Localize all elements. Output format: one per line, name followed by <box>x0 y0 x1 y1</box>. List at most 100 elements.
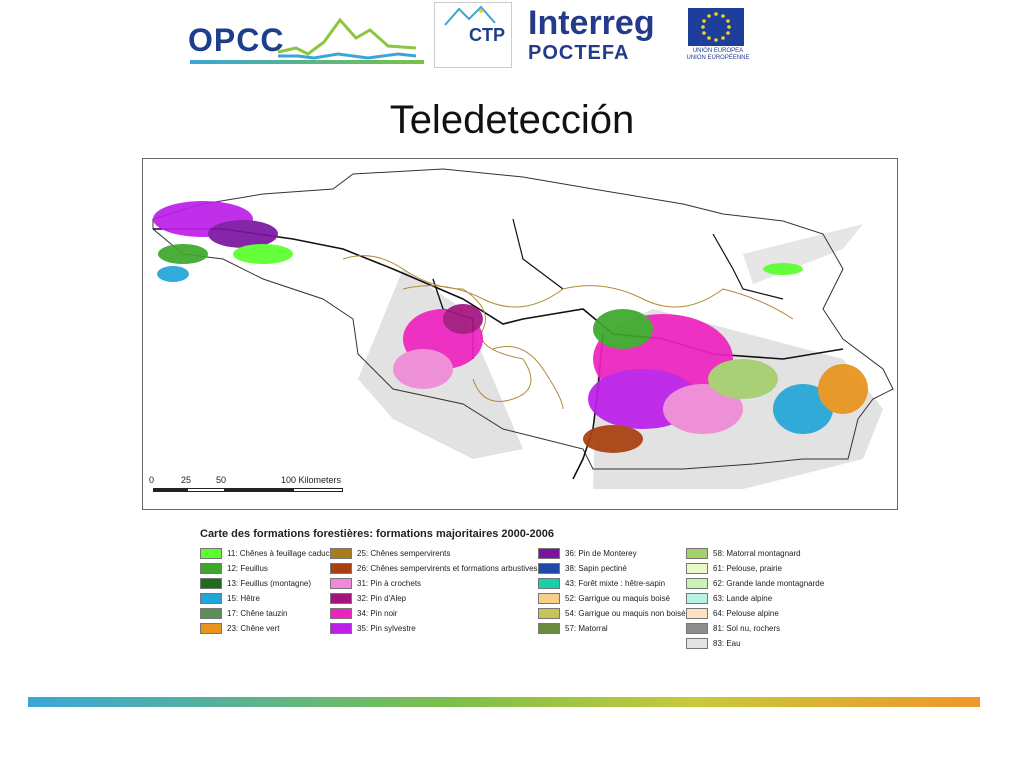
legend-label: 31: Pin à crochets <box>357 579 422 588</box>
legend-label: 17: Chêne tauzin <box>227 609 288 618</box>
legend-label: 12: Feuillus <box>227 564 268 573</box>
legend-label: 34: Pin noir <box>357 609 398 618</box>
scale-label: 0 <box>149 475 155 485</box>
footer-gradient-bar <box>28 697 980 707</box>
legend-swatch <box>200 623 222 634</box>
legend-item: 63: Lande alpine <box>686 591 824 606</box>
legend-swatch <box>686 578 708 589</box>
legend-item: 12: Feuillus <box>200 561 330 576</box>
legend-item: 57: Matorral <box>538 621 686 636</box>
scale-label: 50 <box>216 475 227 485</box>
legend-item: 31: Pin à crochets <box>330 576 538 591</box>
legend-swatch <box>330 548 352 559</box>
legend-label: 23: Chêne vert <box>227 624 280 633</box>
legend-item: 32: Pin d'Alep <box>330 591 538 606</box>
interreg-logo: Interreg POCTEFA UNIÓN EUROPEA UNION EUR… <box>528 4 750 66</box>
legend-item: 81: Sol nu, rochers <box>686 621 824 636</box>
legend-label: 58: Matorral montagnard <box>713 549 801 558</box>
legend-swatch <box>686 638 708 649</box>
scale-label: 100 Kilometers <box>281 475 342 485</box>
map-legend: Carte des formations forestières: format… <box>198 526 838 652</box>
scale-bar-graphic <box>153 488 343 492</box>
legend-swatch <box>686 593 708 604</box>
eu-label-fr: UNION EUROPÉENNE <box>686 55 750 61</box>
legend-swatch <box>538 608 560 619</box>
ctp-mountain-icon <box>444 5 496 26</box>
legend-swatch <box>200 593 222 604</box>
ctp-logo-text: CTP <box>469 25 505 45</box>
legend-label: 15: Hêtre <box>227 594 260 603</box>
legend-label: 52: Garrigue ou maquis boisé <box>565 594 670 603</box>
legend-item: 36: Pin de Monterey <box>538 546 686 561</box>
legend-item: 54: Garrigue ou maquis non boisé <box>538 606 686 621</box>
legend-label: 36: Pin de Monterey <box>565 549 637 558</box>
legend-swatch <box>538 623 560 634</box>
legend-label: 64: Pelouse alpine <box>713 609 779 618</box>
forest-map: 0 25 50 100 Kilometers <box>142 158 898 510</box>
legend-swatch <box>330 623 352 634</box>
eu-label-es: UNIÓN EUROPEA <box>692 48 744 54</box>
opcc-logo: OPCC <box>188 10 426 66</box>
legend-column: 58: Matorral montagnard 61: Pelouse, pra… <box>686 546 824 651</box>
legend-label: 13: Feuillus (montagne) <box>227 579 312 588</box>
poctefa-logo-text: POCTEFA <box>528 42 630 64</box>
legend-label: 38: Sapin pectiné <box>565 564 627 573</box>
legend-label: 43: Forêt mixte : hêtre-sapin <box>565 579 666 588</box>
legend-swatch <box>538 548 560 559</box>
legend-item: 15: Hêtre <box>200 591 330 606</box>
legend-item: 17: Chêne tauzin <box>200 606 330 621</box>
legend-item: 23: Chêne vert <box>200 621 330 636</box>
legend-item: 34: Pin noir <box>330 606 538 621</box>
eu-label: UNIÓN EUROPEA UNION EUROPÉENNE <box>678 48 758 62</box>
legend-label: 11: Chênes à feuillage caduc <box>227 549 330 558</box>
opcc-logo-text: OPCC <box>188 22 285 58</box>
legend-item: 83: Eau <box>686 636 824 651</box>
legend-column: 11: Chênes à feuillage caduc 12: Feuillu… <box>200 546 330 636</box>
legend-swatch <box>330 578 352 589</box>
legend-swatch <box>330 563 352 574</box>
legend-item: 38: Sapin pectiné <box>538 561 686 576</box>
legend-swatch <box>330 608 352 619</box>
legend-label: 63: Lande alpine <box>713 594 773 603</box>
map-image <box>152 168 894 489</box>
legend-label: 32: Pin d'Alep <box>357 594 407 603</box>
legend-label: 83: Eau <box>713 639 741 648</box>
legend-swatch <box>200 548 222 559</box>
legend-column: 36: Pin de Monterey 38: Sapin pectiné 43… <box>538 546 686 636</box>
legend-item: 25: Chênes sempervirents <box>330 546 538 561</box>
opcc-logo-bar <box>190 60 424 64</box>
legend-label: 35: Pin sylvestre <box>357 624 416 633</box>
legend-swatch <box>200 608 222 619</box>
legend-swatch <box>538 563 560 574</box>
legend-item: 13: Feuillus (montagne) <box>200 576 330 591</box>
legend-title: Carte des formations forestières: format… <box>200 528 554 540</box>
mountain-icon <box>278 17 417 60</box>
legend-column: 25: Chênes sempervirents 26: Chênes semp… <box>330 546 538 636</box>
legend-swatch <box>538 578 560 589</box>
eu-flag-icon <box>688 8 744 46</box>
legend-item: 26: Chênes sempervirents et formations a… <box>330 561 538 576</box>
legend-swatch <box>330 593 352 604</box>
legend-item: 11: Chênes à feuillage caduc <box>200 546 330 561</box>
legend-swatch <box>200 578 222 589</box>
legend-swatch <box>686 548 708 559</box>
scale-bar: 0 25 50 100 Kilometers <box>149 475 349 495</box>
interreg-logo-text: Interreg <box>528 4 655 42</box>
legend-item: 52: Garrigue ou maquis boisé <box>538 591 686 606</box>
legend-item: 43: Forêt mixte : hêtre-sapin <box>538 576 686 591</box>
legend-label: 62: Grande lande montagnarde <box>713 579 825 588</box>
legend-swatch <box>686 623 708 634</box>
legend-swatch <box>538 593 560 604</box>
legend-swatch <box>686 608 708 619</box>
legend-swatch <box>200 563 222 574</box>
legend-label: 54: Garrigue ou maquis non boisé <box>565 609 686 618</box>
legend-item: 62: Grande lande montagnarde <box>686 576 824 591</box>
scale-label: 25 <box>181 475 192 485</box>
legend-swatch <box>686 563 708 574</box>
legend-label: 25: Chênes sempervirents <box>357 549 451 558</box>
legend-item: 61: Pelouse, prairie <box>686 561 824 576</box>
legend-item: 58: Matorral montagnard <box>686 546 824 561</box>
legend-item: 35: Pin sylvestre <box>330 621 538 636</box>
legend-label: 61: Pelouse, prairie <box>713 564 782 573</box>
legend-label: 81: Sol nu, rochers <box>713 624 781 633</box>
